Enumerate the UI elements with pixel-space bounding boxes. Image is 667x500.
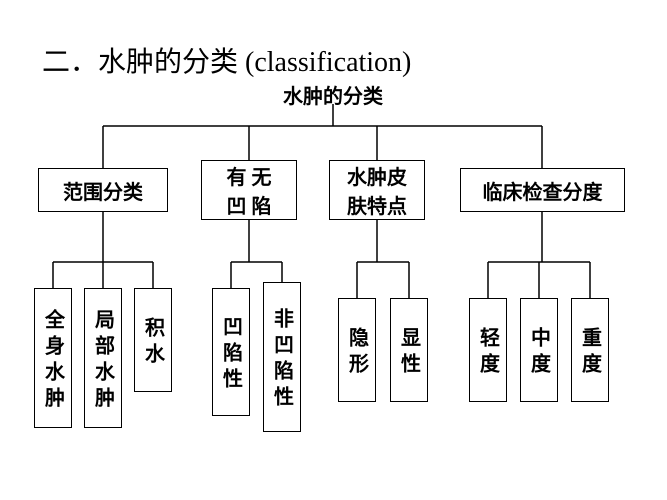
leaf-mild: 轻度: [469, 298, 507, 402]
branch-clinical-label: 临床检查分度: [483, 176, 603, 205]
root-label: 水肿的分类: [258, 80, 408, 109]
branch-pitting: 有 无 凹 陷: [201, 160, 297, 220]
branch-skin-line1: 水肿皮: [347, 161, 407, 190]
leaf-moderate: 中度: [520, 298, 558, 402]
branch-pitting-line1: 有 无: [227, 161, 272, 190]
leaf-hidden: 隐形: [338, 298, 376, 402]
page-title: 二．水肿的分类 (classification): [42, 40, 411, 80]
leaf-severe: 重度: [571, 298, 609, 402]
branch-skin-line2: 肤特点: [347, 190, 407, 219]
branch-clinical: 临床检查分度: [460, 168, 625, 212]
leaf-whole-body: 全身水肿: [34, 288, 72, 428]
leaf-local: 局部水肿: [84, 288, 122, 428]
leaf-nonpitting: 非凹陷性: [263, 282, 301, 432]
leaf-pitting: 凹陷性: [212, 288, 250, 416]
branch-skin: 水肿皮 肤特点: [329, 160, 425, 220]
branch-pitting-line2: 凹 陷: [227, 190, 272, 219]
branch-scope-label: 范围分类: [63, 176, 143, 205]
leaf-hydrops: 积水: [134, 288, 172, 392]
leaf-visible: 显性: [390, 298, 428, 402]
branch-scope: 范围分类: [38, 168, 168, 212]
